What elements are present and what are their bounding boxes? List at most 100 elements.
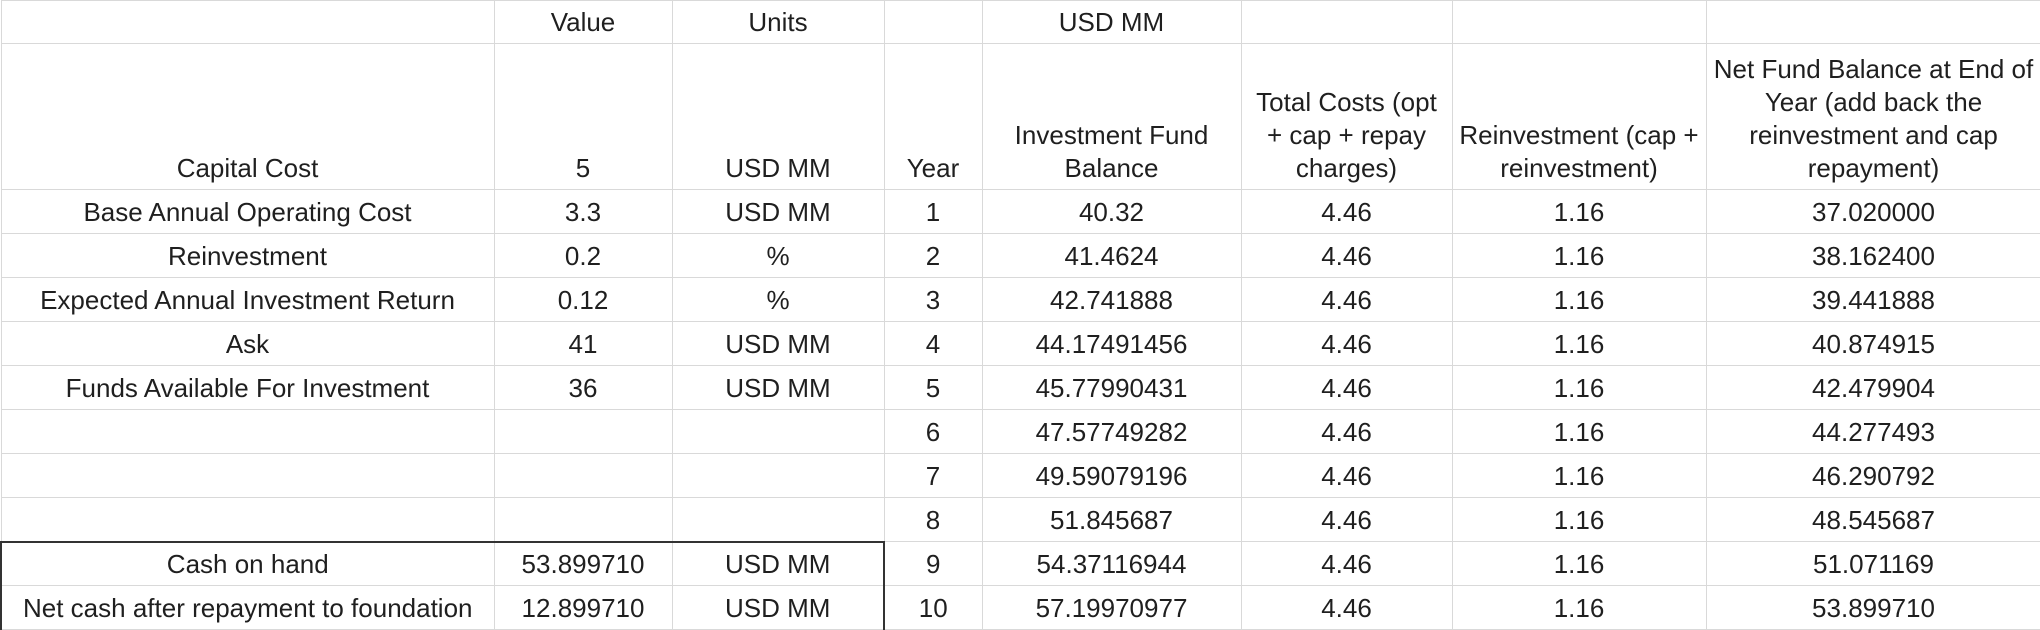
year-cell[interactable]: 2 bbox=[883, 233, 983, 278]
balance-cell[interactable]: 44.17491456 bbox=[981, 321, 1242, 366]
reinvest-cell[interactable]: 1.16 bbox=[1451, 409, 1707, 454]
balance-cell[interactable]: 49.59079196 bbox=[981, 453, 1242, 498]
reinvest-cell[interactable]: 1.16 bbox=[1451, 585, 1707, 630]
column-header-row: Capital Cost 5 USD MM Year Investment Fu… bbox=[0, 43, 2040, 190]
net-cell[interactable]: 53.899710 bbox=[1705, 585, 2040, 630]
year-cell[interactable]: 6 bbox=[883, 409, 983, 454]
param-value[interactable]: 0.12 bbox=[493, 277, 673, 322]
costs-cell[interactable]: 4.46 bbox=[1240, 233, 1453, 278]
cell[interactable] bbox=[0, 0, 495, 44]
summary-value[interactable]: 53.899710 bbox=[493, 540, 673, 586]
reinvest-cell[interactable]: 1.16 bbox=[1451, 453, 1707, 498]
fund-balance-header[interactable]: Investment Fund Balance bbox=[981, 43, 1242, 190]
cell[interactable] bbox=[493, 453, 673, 498]
cell[interactable] bbox=[1705, 0, 2040, 44]
summary-label[interactable]: Net cash after repayment to foundation bbox=[0, 585, 495, 630]
param-units[interactable]: % bbox=[671, 277, 885, 322]
summary-label[interactable]: Cash on hand bbox=[0, 540, 495, 586]
summary-value[interactable]: 12.899710 bbox=[493, 585, 673, 630]
summary-units[interactable]: USD MM bbox=[671, 585, 885, 630]
year-cell[interactable]: 1 bbox=[883, 189, 983, 234]
cell[interactable] bbox=[671, 453, 885, 498]
year-cell[interactable]: 8 bbox=[883, 497, 983, 542]
balance-cell[interactable]: 57.19970977 bbox=[981, 585, 1242, 630]
net-cell[interactable]: 37.020000 bbox=[1705, 189, 2040, 234]
param-label[interactable]: Funds Available For Investment bbox=[0, 365, 495, 410]
net-balance-header[interactable]: Net Fund Balance at End of Year (add bac… bbox=[1705, 43, 2040, 190]
param-label[interactable]: Ask bbox=[0, 321, 495, 366]
costs-cell[interactable]: 4.46 bbox=[1240, 365, 1453, 410]
param-label[interactable]: Reinvestment bbox=[0, 233, 495, 278]
param-label[interactable]: Expected Annual Investment Return bbox=[0, 277, 495, 322]
net-cell[interactable]: 40.874915 bbox=[1705, 321, 2040, 366]
units-header[interactable]: Units bbox=[671, 0, 885, 44]
balance-cell[interactable]: 40.32 bbox=[981, 189, 1242, 234]
reinvest-cell[interactable]: 1.16 bbox=[1451, 365, 1707, 410]
year-cell[interactable]: 4 bbox=[883, 321, 983, 366]
param-label[interactable]: Capital Cost bbox=[0, 43, 495, 190]
reinvest-cell[interactable]: 1.16 bbox=[1451, 233, 1707, 278]
cell[interactable] bbox=[493, 409, 673, 454]
year-header[interactable]: Year bbox=[883, 43, 983, 190]
reinvest-cell[interactable]: 1.16 bbox=[1451, 189, 1707, 234]
net-cell[interactable]: 46.290792 bbox=[1705, 453, 2040, 498]
param-value[interactable]: 0.2 bbox=[493, 233, 673, 278]
param-units[interactable]: % bbox=[671, 233, 885, 278]
param-value[interactable]: 36 bbox=[493, 365, 673, 410]
net-cell[interactable]: 38.162400 bbox=[1705, 233, 2040, 278]
net-cell[interactable]: 42.479904 bbox=[1705, 365, 2040, 410]
param-value[interactable]: 5 bbox=[493, 43, 673, 190]
param-units[interactable]: USD MM bbox=[671, 365, 885, 410]
reinvest-cell[interactable]: 1.16 bbox=[1451, 277, 1707, 322]
year-cell[interactable]: 7 bbox=[883, 453, 983, 498]
value-header[interactable]: Value bbox=[493, 0, 673, 44]
reinvest-cell[interactable]: 1.16 bbox=[1451, 497, 1707, 542]
param-units[interactable]: USD MM bbox=[671, 189, 885, 234]
param-units[interactable]: USD MM bbox=[671, 43, 885, 190]
year-cell[interactable]: 5 bbox=[883, 365, 983, 410]
param-units[interactable]: USD MM bbox=[671, 321, 885, 366]
costs-cell[interactable]: 4.46 bbox=[1240, 497, 1453, 542]
param-value[interactable]: 3.3 bbox=[493, 189, 673, 234]
costs-cell[interactable]: 4.46 bbox=[1240, 277, 1453, 322]
year-cell[interactable]: 10 bbox=[883, 585, 983, 630]
cell[interactable] bbox=[1240, 0, 1453, 44]
costs-cell[interactable]: 4.46 bbox=[1240, 189, 1453, 234]
balance-cell[interactable]: 47.57749282 bbox=[981, 409, 1242, 454]
costs-cell[interactable]: 4.46 bbox=[1240, 321, 1453, 366]
net-cell[interactable]: 44.277493 bbox=[1705, 409, 2040, 454]
net-cell[interactable]: 48.545687 bbox=[1705, 497, 2040, 542]
balance-cell[interactable]: 54.37116944 bbox=[981, 541, 1242, 586]
total-costs-header[interactable]: Total Costs (opt + cap + repay charges) bbox=[1240, 43, 1453, 190]
balance-cell[interactable]: 51.845687 bbox=[981, 497, 1242, 542]
cell[interactable] bbox=[0, 409, 495, 454]
usd-mm-header[interactable]: USD MM bbox=[981, 0, 1242, 44]
cell[interactable] bbox=[0, 453, 495, 498]
balance-cell[interactable]: 42.741888 bbox=[981, 277, 1242, 322]
param-label[interactable]: Base Annual Operating Cost bbox=[0, 189, 495, 234]
cell[interactable] bbox=[671, 409, 885, 454]
year-cell[interactable]: 3 bbox=[883, 277, 983, 322]
cell[interactable] bbox=[0, 497, 495, 542]
costs-cell[interactable]: 4.46 bbox=[1240, 585, 1453, 630]
costs-cell[interactable]: 4.46 bbox=[1240, 453, 1453, 498]
cell[interactable] bbox=[1451, 0, 1707, 44]
net-cell[interactable]: 39.441888 bbox=[1705, 277, 2040, 322]
year-cell[interactable]: 9 bbox=[883, 541, 983, 586]
reinvest-cell[interactable]: 1.16 bbox=[1451, 321, 1707, 366]
costs-cell[interactable]: 4.46 bbox=[1240, 409, 1453, 454]
balance-cell[interactable]: 45.77990431 bbox=[981, 365, 1242, 410]
cell[interactable] bbox=[883, 0, 983, 44]
balance-cell[interactable]: 41.4624 bbox=[981, 233, 1242, 278]
reinvest-cell[interactable]: 1.16 bbox=[1451, 541, 1707, 586]
summary-units[interactable]: USD MM bbox=[671, 540, 885, 586]
table-row: Ask 41 USD MM 4 44.17491456 4.46 1.16 40… bbox=[0, 321, 2040, 366]
table-row: 7 49.59079196 4.46 1.16 46.290792 bbox=[0, 453, 2040, 498]
reinvestment-header[interactable]: Reinvestment (cap + reinvestment) bbox=[1451, 43, 1707, 190]
net-cell[interactable]: 51.071169 bbox=[1705, 541, 2040, 586]
cell[interactable] bbox=[493, 497, 673, 542]
costs-cell[interactable]: 4.46 bbox=[1240, 541, 1453, 586]
param-value[interactable]: 41 bbox=[493, 321, 673, 366]
cell[interactable] bbox=[671, 497, 885, 542]
